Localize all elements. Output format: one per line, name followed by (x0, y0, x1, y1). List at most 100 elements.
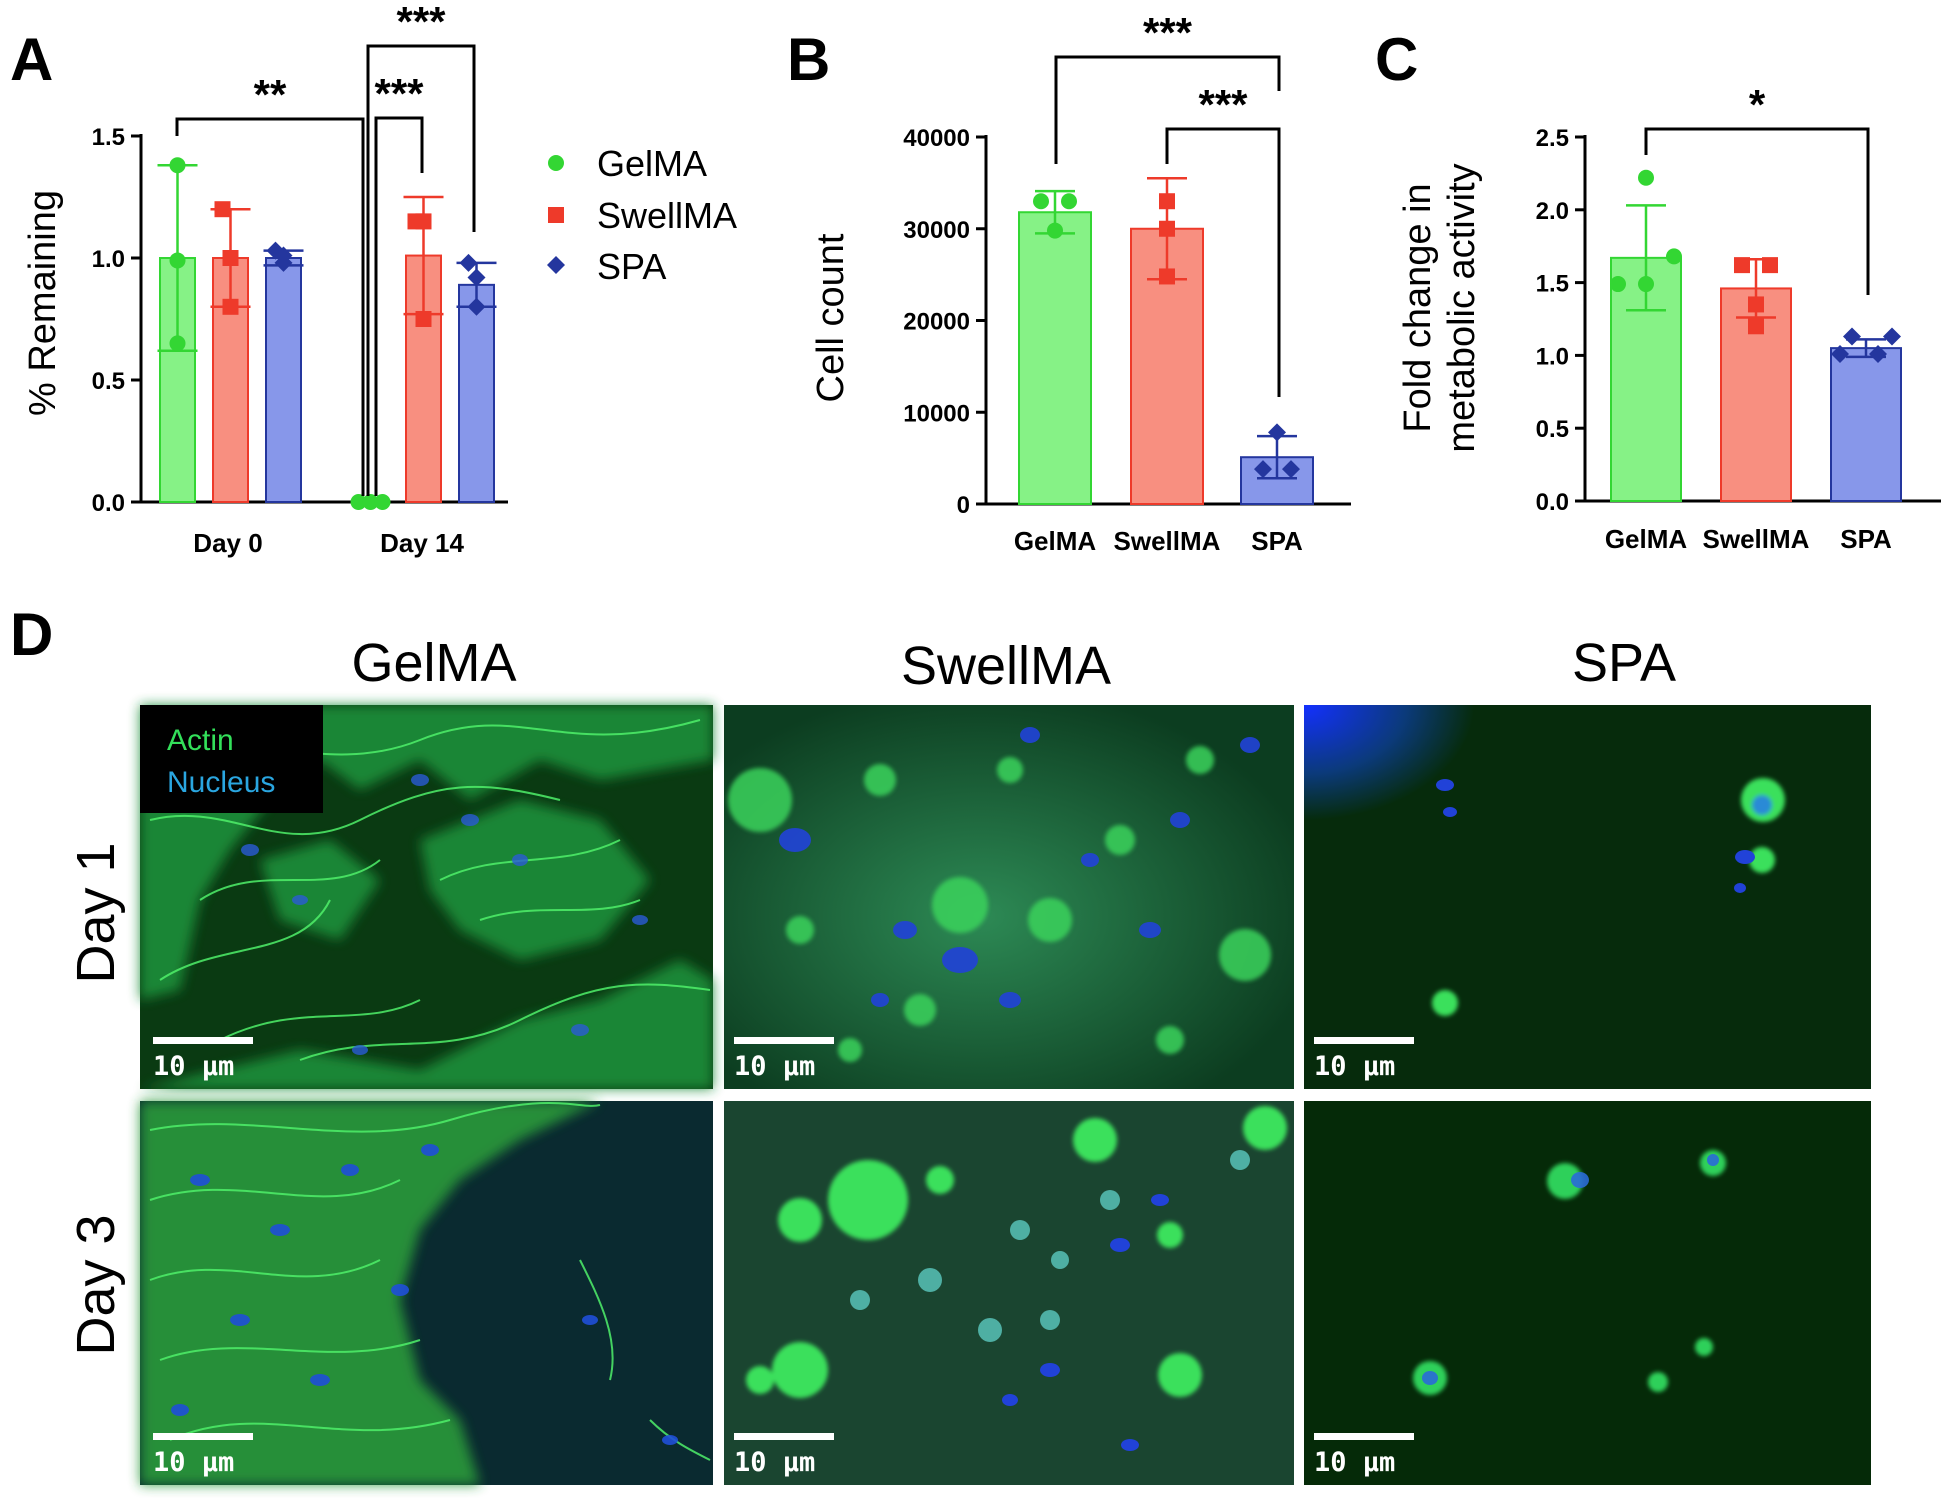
chart-b-bars: GelMA SwellMA SPA (1014, 177, 1314, 556)
chart-a-bar-spa-0-point (274, 246, 293, 265)
chart-b-bar-spa-point (1268, 423, 1286, 442)
chart-c-xtick-spa: SPA (1840, 524, 1892, 554)
chart-b-xtick-gelma: GelMA (1014, 526, 1097, 556)
panel-label-a: A (10, 26, 53, 93)
chart-a-ytick-label: 1.5 (92, 124, 125, 151)
chart-b-bar-swellma-point (1159, 193, 1175, 210)
chart-a-xtick-day14: Day 14 (380, 528, 464, 558)
image-swellma-day1: 10 μm (724, 705, 1294, 1089)
legend-spa-label: SPA (597, 246, 666, 287)
chart-b-bar-gelma-point (1061, 193, 1077, 210)
chart-b-bar-gelma (1018, 211, 1092, 506)
chart-c-bar-gelma-point (1638, 169, 1654, 186)
legend-actin-label: Actin (167, 724, 234, 757)
microscopy-grid: GelMA SwellMA SPA Day 1 Day 3 (66, 633, 1871, 1485)
scale-bar-label: 10 μm (1314, 1051, 1395, 1082)
chart-b-bar-gelma-point (1047, 222, 1063, 239)
chart-a-bar-swellma-0-point (222, 250, 239, 266)
chart-a-significance: ** ****** (175, 0, 476, 496)
chart-c-ytick-label: 0.5 (1536, 416, 1569, 443)
chart-a-ytick-label: 0.5 (92, 368, 125, 395)
chart-a-bar-gelma-1-point (350, 494, 367, 510)
scale-bar-label: 10 μm (734, 1051, 815, 1082)
chart-a-sig-1-bracket (175, 117, 365, 496)
chart-a-bars (157, 157, 497, 510)
chart-a: 0.00.51.01.5 ** ****** % Remaining Day 0 … (22, 0, 737, 558)
chart-a-bar-spa-1-point (467, 297, 486, 316)
chart-c-xtick-swellma: SwellMA (1703, 524, 1810, 554)
chart-c-bar-spa-point (1831, 344, 1849, 363)
chart-a-bar-gelma-0-point (169, 252, 186, 269)
chart-c-bar-gelma-point (1666, 248, 1682, 265)
chart-b-sig-2-bracket (1165, 127, 1281, 397)
row-title-day1: Day 1 (66, 842, 126, 983)
chart-c-bar-swellma-point (1748, 296, 1764, 313)
row-title-day3: Day 3 (66, 1214, 126, 1355)
chart-c-bars: GelMA SwellMA SPA (1605, 169, 1902, 554)
chart-c-significance: * (1644, 81, 1870, 295)
chart-c-bar-spa-point (1883, 327, 1901, 346)
chart-b-significance: ****** (1054, 9, 1281, 397)
legend-gelma-marker (548, 155, 564, 171)
scale-bar-label: 10 μm (153, 1447, 234, 1478)
image-spa-day1: 10 μm (1304, 705, 1871, 1089)
chart-c-bar-gelma-point (1638, 276, 1654, 293)
scale-bar-label: 10 μm (153, 1051, 234, 1082)
chart-a-sig-3-bracket (366, 44, 476, 496)
image-swellma-day3: 10 μm (724, 1101, 1294, 1485)
chart-c-ylabel-line1: Fold change in (1397, 183, 1439, 432)
chart-a-bar-spa-1 (458, 283, 495, 503)
image-spa-day3: 10 μm (1304, 1101, 1871, 1485)
chart-a-bar-gelma-1-point (374, 494, 391, 510)
chart-a-sig-2-label: *** (374, 70, 424, 117)
chart-c-axes: 0.0 0.5 1.0 1.5 2.0 2.5 (1536, 125, 1941, 516)
image-gelma-day3: 10 μm (140, 1101, 713, 1485)
chart-b-ytick-label: 0 (957, 492, 970, 519)
scale-bar-label: 10 μm (1314, 1447, 1395, 1478)
chart-c-ytick-label: 0.0 (1536, 489, 1569, 516)
image-gelma-day1: Actin Nucleus 10 μm (140, 705, 713, 1089)
chart-c-ytick-label: 2.0 (1536, 198, 1569, 225)
chart-a-bar-swellma-0-point (222, 298, 239, 315)
chart-c-sig-1-label: * (1749, 81, 1766, 128)
col-title-spa: SPA (1572, 633, 1676, 693)
chart-c-bar-spa (1830, 347, 1902, 502)
chart-c-bar-swellma-point (1762, 257, 1778, 274)
chart-c-bar-spa-point (1869, 344, 1887, 363)
chart-c-bar-gelma-point (1610, 276, 1626, 293)
chart-c-bar-swellma-point (1748, 318, 1764, 335)
chart-a-bar-swellma-0-point (214, 201, 231, 218)
panel-label-b: B (787, 26, 830, 93)
chart-a-bar-swellma-1-point (415, 311, 432, 327)
col-title-swellma: SwellMA (901, 636, 1111, 696)
chart-c-sig-1-bracket (1644, 127, 1870, 295)
chart-b: 0 10000 20000 30000 40000 GelMA SwellMA SPA **… (810, 9, 1351, 556)
legend-nucleus-label: Nucleus (167, 766, 275, 799)
chart-b-xtick-spa: SPA (1251, 526, 1303, 556)
chart-a-sig-3-label: *** (396, 0, 446, 45)
scale-bar-label: 10 μm (734, 1447, 815, 1478)
panel-label-c: C (1375, 26, 1418, 93)
legend-gelma-label: GelMA (597, 143, 707, 184)
chart-b-ylabel: Cell count (810, 233, 852, 402)
chart-b-sig-2-label: *** (1198, 81, 1248, 128)
chart-a-sig-1-label: ** (254, 71, 287, 118)
chart-b-bar-swellma-point (1159, 220, 1175, 237)
chart-c: 0.0 0.5 1.0 1.5 2.0 2.5 GelMA SwellMA SPA * Fol… (1397, 81, 1941, 554)
chart-a-bar-gelma-0-point (169, 335, 186, 352)
panel-label-d: D (10, 601, 53, 668)
legend-swellma-label: SwellMA (597, 195, 737, 236)
chart-c-ylabel-line2: metabolic activity (1441, 163, 1483, 452)
legend-swellma-marker (548, 207, 564, 223)
chart-b-sig-1-label: *** (1143, 9, 1193, 56)
chart-a-bar-spa-1-point (467, 268, 486, 287)
chart-a-bar-gelma-1-point (362, 494, 379, 510)
chart-c-bar-spa-point (1843, 327, 1861, 346)
chart-a-ytick-label: 1.0 (92, 246, 125, 273)
chart-b-ytick-label: 10000 (903, 400, 970, 427)
chart-a-xtick-day0: Day 0 (193, 528, 262, 558)
chart-b-bar-swellma-point (1159, 268, 1175, 285)
chart-a-bar-spa-1-point (459, 253, 478, 272)
chart-c-ytick-label: 2.5 (1536, 125, 1569, 152)
